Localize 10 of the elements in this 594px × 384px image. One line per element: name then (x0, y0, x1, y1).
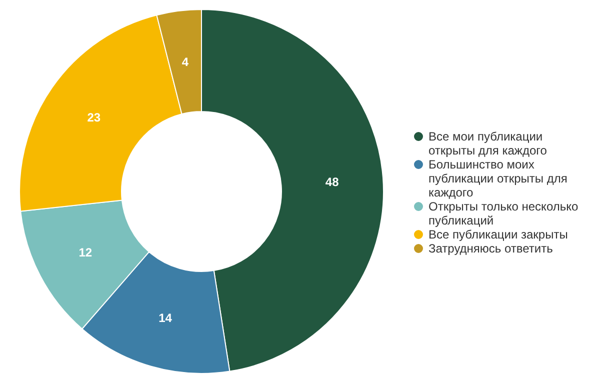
legend-label: Большинство моих публикации открыты для каждого (428, 158, 568, 200)
legend-label: Все мои публикации открыты для каждого (428, 130, 548, 158)
data-label: 23 (87, 110, 101, 124)
data-label: 48 (325, 174, 340, 189)
data-label: 14 (158, 310, 172, 325)
data-label: 12 (78, 246, 92, 260)
data-label: 4 (182, 55, 189, 70)
legend-label: Затрудняюсь ответить (428, 242, 553, 256)
legend-label: Все публикации закрыты (428, 228, 568, 242)
legend-label: Открыты только несколько публикаций (428, 200, 578, 228)
